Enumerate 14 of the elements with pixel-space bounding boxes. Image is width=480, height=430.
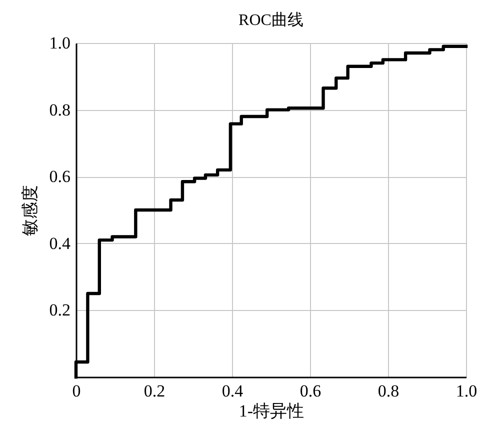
x-tick-label: 0.6 — [300, 382, 322, 400]
x-tick-label: 1.0 — [456, 382, 478, 400]
y-tick-label: 0.6 — [49, 167, 70, 186]
chart-title: ROC曲线 — [238, 11, 304, 29]
x-tick-label: 0.4 — [222, 382, 244, 400]
y-tick-label: 0.8 — [49, 100, 70, 120]
x-axis-title: 1-特异性 — [238, 402, 304, 420]
x-tick-label: 0 — [72, 382, 81, 400]
x-tick-label: 0.8 — [378, 382, 400, 400]
x-tick-label: 0.2 — [144, 382, 166, 400]
y-tick-label: 1.0 — [49, 34, 70, 52]
y-tick-label: 0.2 — [49, 300, 70, 320]
y-axis-title: 敏感度 — [20, 185, 40, 236]
y-tick-label: 0.4 — [49, 234, 71, 253]
